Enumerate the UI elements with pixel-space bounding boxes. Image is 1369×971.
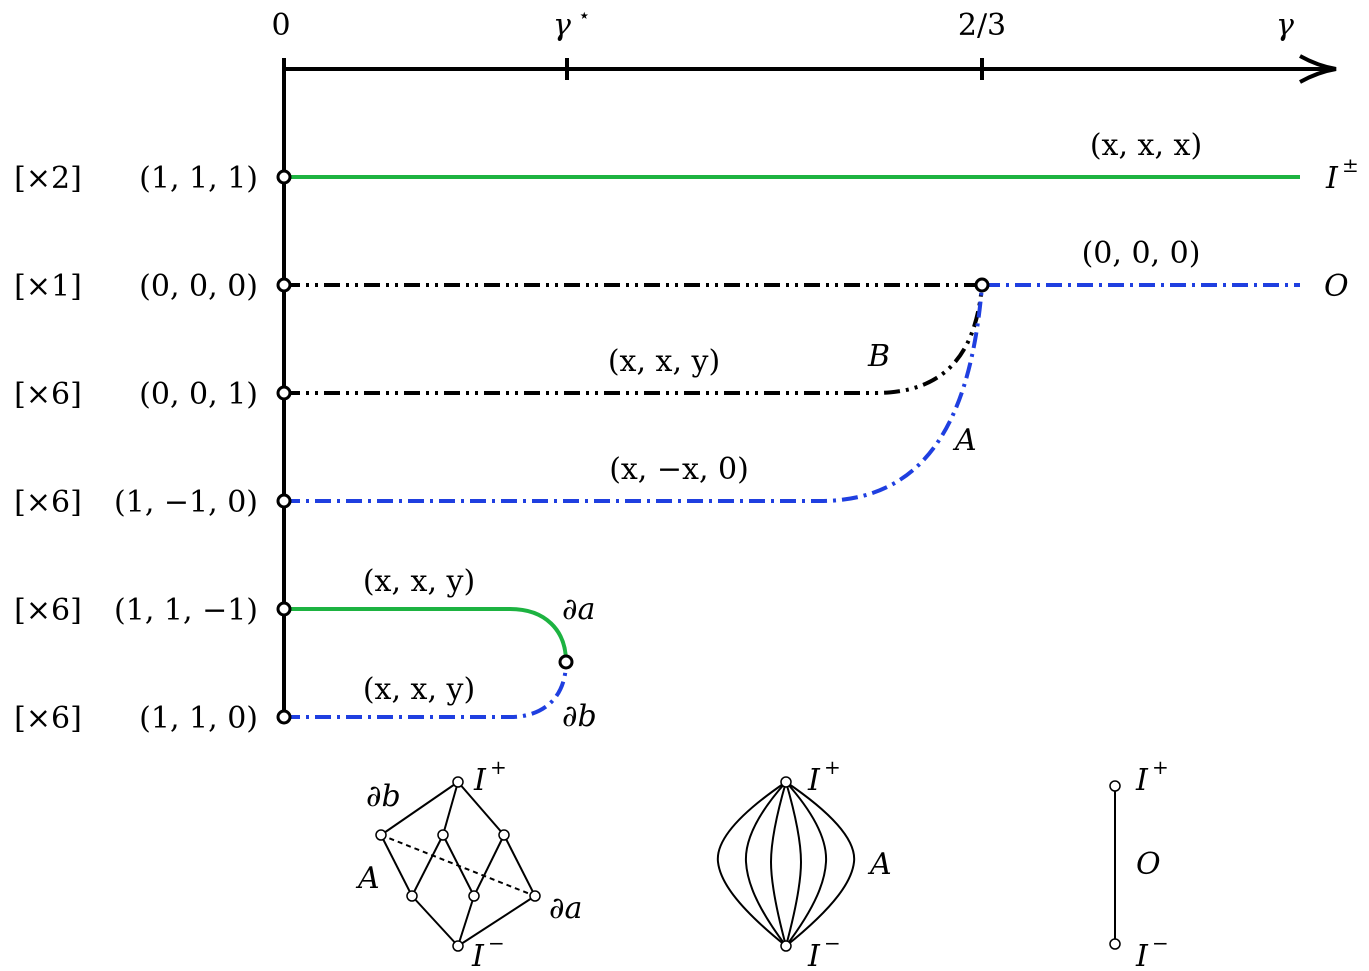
row-point-6: (1, 1, 0) [139,701,258,736]
row-point-2: (0, 0, 0) [139,269,258,304]
lattice-right: I + O I − [1109,755,1169,971]
end-labels: I ± O B A ∂a ∂b [562,153,1359,734]
row-point-5: (1, 1, −1) [114,593,258,628]
row-mult-4: [×6] [14,485,82,520]
label-xxy-top: (x, x, y) [363,564,475,599]
label-zero: (0, 0, 0) [1082,236,1201,271]
tick-label-gamma-star: γ [553,8,571,43]
row-mult-5: [×6] [14,593,82,628]
curve-labels: (x, x, x) (0, 0, 0) (x, x, y) (x, −x, 0)… [363,128,1202,707]
node-000 [276,277,292,293]
branch-A [284,285,984,503]
lattice-right-middle: O [1136,847,1161,882]
row-labels: [×2] (1, 1, 1) [×1] (0, 0, 0) [×6] (0, 0… [14,161,258,736]
lattice-middle-top: I [807,763,821,798]
lattice-right-bottom: I [1135,939,1149,971]
label-xmx0: (x, −x, 0) [609,452,749,487]
lattice-middle-bottom-sup: − [824,931,841,955]
lattice-right-bottom-sup: − [1152,931,1169,955]
row-point-1: (1, 1, 1) [139,161,258,196]
row-point-4: (1, −1, 0) [114,485,258,520]
lattice-right-top: I [1135,763,1149,798]
tick-label-two-thirds: 2/3 [958,8,1006,43]
row-mult-2: [×1] [14,269,82,304]
branch-da [284,607,568,663]
node-fold [558,654,574,670]
lattice-middle-A: A [867,847,892,882]
gamma-axis: 0 γ ⋆ 2/3 γ [271,3,1337,84]
row-mult-3: [×6] [14,377,82,412]
lattice-left-top: I [473,763,487,798]
lattice-left-top-sup: + [490,755,507,779]
lattice-left-da: ∂a [549,891,582,926]
label-I-pm: I [1325,161,1339,196]
axis-arrow-head [1299,54,1337,84]
label-I-pm-sup: ± [1342,153,1359,177]
node-001 [276,385,292,401]
label-B: B [867,339,890,374]
lattice-middle-bottom: I [807,939,821,971]
tick-label-gamma-star-sup: ⋆ [578,3,591,27]
row-point-3: (0, 0, 1) [139,377,258,412]
row-mult-1: [×2] [14,161,82,196]
label-da: ∂a [562,592,595,627]
lattice-right-top-sup: + [1152,755,1169,779]
lattice-middle-top-sup: + [824,755,841,779]
lattice-left: I + ∂b A ∂a I − [355,755,582,971]
lattice-left-db: ∂b [366,779,401,814]
node-111 [276,169,292,185]
label-xxy-b: (x, x, y) [608,344,720,379]
tick-label-0: 0 [271,8,290,43]
label-db: ∂b [562,699,597,734]
label-A: A [952,423,977,458]
node-110 [276,709,292,725]
node-1m10 [276,493,292,509]
branches [284,175,1300,719]
lattice-left-bottom: I [471,939,485,971]
nodes [276,169,990,725]
lattice-left-bottom-sup: − [488,931,505,955]
row-mult-6: [×6] [14,701,82,736]
lattice-middle: I + A I − [716,755,892,971]
branch-db [284,661,568,719]
node-11m1 [276,601,292,617]
label-O: O [1324,269,1349,304]
label-xxy-bottom: (x, x, y) [363,672,475,707]
lattice-left-A: A [355,861,380,896]
node-two-thirds [974,277,990,293]
tick-label-gamma: γ [1276,8,1294,43]
label-xxx: (x, x, x) [1090,128,1202,163]
